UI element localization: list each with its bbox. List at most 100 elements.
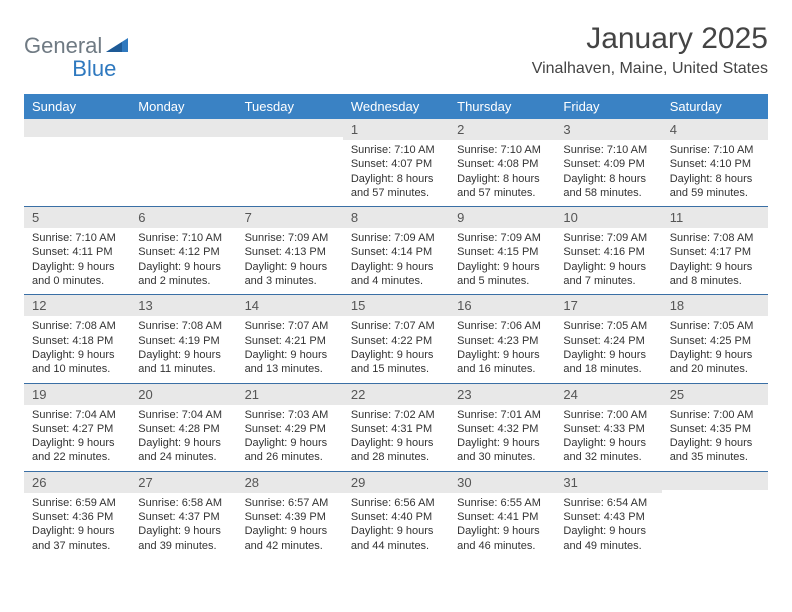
sunset-text: Sunset: 4:11 PM	[32, 245, 122, 259]
sunrise-text: Sunrise: 7:05 AM	[563, 319, 653, 333]
daylight-text-2: and 20 minutes.	[670, 362, 760, 376]
daylight-text-2: and 16 minutes.	[457, 362, 547, 376]
sunrise-text: Sunrise: 7:10 AM	[138, 231, 228, 245]
day-cell-number: 21	[237, 383, 343, 405]
day-cell-body: Sunrise: 7:07 AMSunset: 4:22 PMDaylight:…	[343, 316, 449, 382]
sunset-text: Sunset: 4:17 PM	[670, 245, 760, 259]
day-cell-body: Sunrise: 6:57 AMSunset: 4:39 PMDaylight:…	[237, 493, 343, 559]
day-number: 12	[24, 295, 130, 316]
day-number: 1	[343, 119, 449, 140]
sunset-text: Sunset: 4:36 PM	[32, 510, 122, 524]
sunrise-text: Sunrise: 6:55 AM	[457, 496, 547, 510]
day-number: 13	[130, 295, 236, 316]
daylight-text-2: and 37 minutes.	[32, 539, 122, 553]
sunrise-text: Sunrise: 7:09 AM	[245, 231, 335, 245]
day-cell-number: 9	[449, 206, 555, 228]
logo-triangle-icon	[106, 36, 128, 57]
sunset-text: Sunset: 4:07 PM	[351, 157, 441, 171]
week-daynum-row: 1234	[24, 119, 768, 140]
day-cell-number: 22	[343, 383, 449, 405]
day-cell-body: Sunrise: 7:10 AMSunset: 4:12 PMDaylight:…	[130, 228, 236, 294]
daylight-text-2: and 39 minutes.	[138, 539, 228, 553]
week-body-row: Sunrise: 6:59 AMSunset: 4:36 PMDaylight:…	[24, 493, 768, 559]
daylight-text-1: Daylight: 9 hours	[32, 524, 122, 538]
day-cell-number: 14	[237, 294, 343, 316]
daylight-text-2: and 24 minutes.	[138, 450, 228, 464]
daylight-text-1: Daylight: 9 hours	[670, 348, 760, 362]
day-header: Thursday	[449, 94, 555, 119]
sunset-text: Sunset: 4:19 PM	[138, 334, 228, 348]
sunset-text: Sunset: 4:25 PM	[670, 334, 760, 348]
sunset-text: Sunset: 4:22 PM	[351, 334, 441, 348]
daylight-text-1: Daylight: 9 hours	[670, 260, 760, 274]
day-cell-body: Sunrise: 7:01 AMSunset: 4:32 PMDaylight:…	[449, 405, 555, 471]
sunset-text: Sunset: 4:13 PM	[245, 245, 335, 259]
day-number	[130, 119, 236, 137]
daylight-text-2: and 49 minutes.	[563, 539, 653, 553]
daylight-text-2: and 15 minutes.	[351, 362, 441, 376]
daylight-text-1: Daylight: 9 hours	[351, 436, 441, 450]
title-block: January 2025 Vinalhaven, Maine, United S…	[532, 22, 768, 78]
day-number: 16	[449, 295, 555, 316]
sunset-text: Sunset: 4:16 PM	[563, 245, 653, 259]
day-cell-body: Sunrise: 7:03 AMSunset: 4:29 PMDaylight:…	[237, 405, 343, 471]
day-cell-body: Sunrise: 7:09 AMSunset: 4:15 PMDaylight:…	[449, 228, 555, 294]
day-cell-number: 12	[24, 294, 130, 316]
sunrise-text: Sunrise: 7:07 AM	[245, 319, 335, 333]
sunset-text: Sunset: 4:27 PM	[32, 422, 122, 436]
day-cell-body: Sunrise: 7:10 AMSunset: 4:09 PMDaylight:…	[555, 140, 661, 206]
day-number	[237, 119, 343, 137]
day-number: 29	[343, 472, 449, 493]
day-cell-body: Sunrise: 7:10 AMSunset: 4:10 PMDaylight:…	[662, 140, 768, 206]
day-cell-body: Sunrise: 7:10 AMSunset: 4:11 PMDaylight:…	[24, 228, 130, 294]
day-cell-number: 23	[449, 383, 555, 405]
day-number: 25	[662, 384, 768, 405]
day-cell-number: 8	[343, 206, 449, 228]
day-cell-body	[237, 140, 343, 206]
day-cell-body: Sunrise: 7:08 AMSunset: 4:18 PMDaylight:…	[24, 316, 130, 382]
sunrise-text: Sunrise: 6:58 AM	[138, 496, 228, 510]
sunset-text: Sunset: 4:32 PM	[457, 422, 547, 436]
day-cell-number: 19	[24, 383, 130, 405]
sunset-text: Sunset: 4:10 PM	[670, 157, 760, 171]
sunset-text: Sunset: 4:37 PM	[138, 510, 228, 524]
sunrise-text: Sunrise: 7:05 AM	[670, 319, 760, 333]
day-cell-body: Sunrise: 7:06 AMSunset: 4:23 PMDaylight:…	[449, 316, 555, 382]
day-cell-number: 28	[237, 471, 343, 493]
daylight-text-1: Daylight: 9 hours	[457, 348, 547, 362]
daylight-text-2: and 4 minutes.	[351, 274, 441, 288]
sunset-text: Sunset: 4:31 PM	[351, 422, 441, 436]
day-cell-number: 30	[449, 471, 555, 493]
sunrise-text: Sunrise: 7:04 AM	[138, 408, 228, 422]
daylight-text-1: Daylight: 9 hours	[32, 436, 122, 450]
day-number: 24	[555, 384, 661, 405]
daylight-text-1: Daylight: 9 hours	[32, 348, 122, 362]
day-cell-number	[24, 119, 130, 140]
daylight-text-1: Daylight: 9 hours	[138, 260, 228, 274]
day-number: 14	[237, 295, 343, 316]
day-header: Tuesday	[237, 94, 343, 119]
daylight-text-2: and 3 minutes.	[245, 274, 335, 288]
day-cell-number	[237, 119, 343, 140]
day-number: 22	[343, 384, 449, 405]
daylight-text-2: and 11 minutes.	[138, 362, 228, 376]
day-number: 20	[130, 384, 236, 405]
day-cell-number: 25	[662, 383, 768, 405]
sunset-text: Sunset: 4:41 PM	[457, 510, 547, 524]
daylight-text-1: Daylight: 8 hours	[351, 172, 441, 186]
day-number: 6	[130, 207, 236, 228]
daylight-text-2: and 42 minutes.	[245, 539, 335, 553]
daylight-text-2: and 35 minutes.	[670, 450, 760, 464]
day-header: Friday	[555, 94, 661, 119]
sunrise-text: Sunrise: 7:06 AM	[457, 319, 547, 333]
day-cell-body: Sunrise: 6:56 AMSunset: 4:40 PMDaylight:…	[343, 493, 449, 559]
week-daynum-row: 19202122232425	[24, 383, 768, 405]
day-cell-body: Sunrise: 7:05 AMSunset: 4:24 PMDaylight:…	[555, 316, 661, 382]
daylight-text-1: Daylight: 8 hours	[563, 172, 653, 186]
daylight-text-2: and 30 minutes.	[457, 450, 547, 464]
sunrise-text: Sunrise: 7:08 AM	[138, 319, 228, 333]
day-cell-body: Sunrise: 7:00 AMSunset: 4:35 PMDaylight:…	[662, 405, 768, 471]
daylight-text-2: and 18 minutes.	[563, 362, 653, 376]
day-number: 7	[237, 207, 343, 228]
daylight-text-2: and 26 minutes.	[245, 450, 335, 464]
